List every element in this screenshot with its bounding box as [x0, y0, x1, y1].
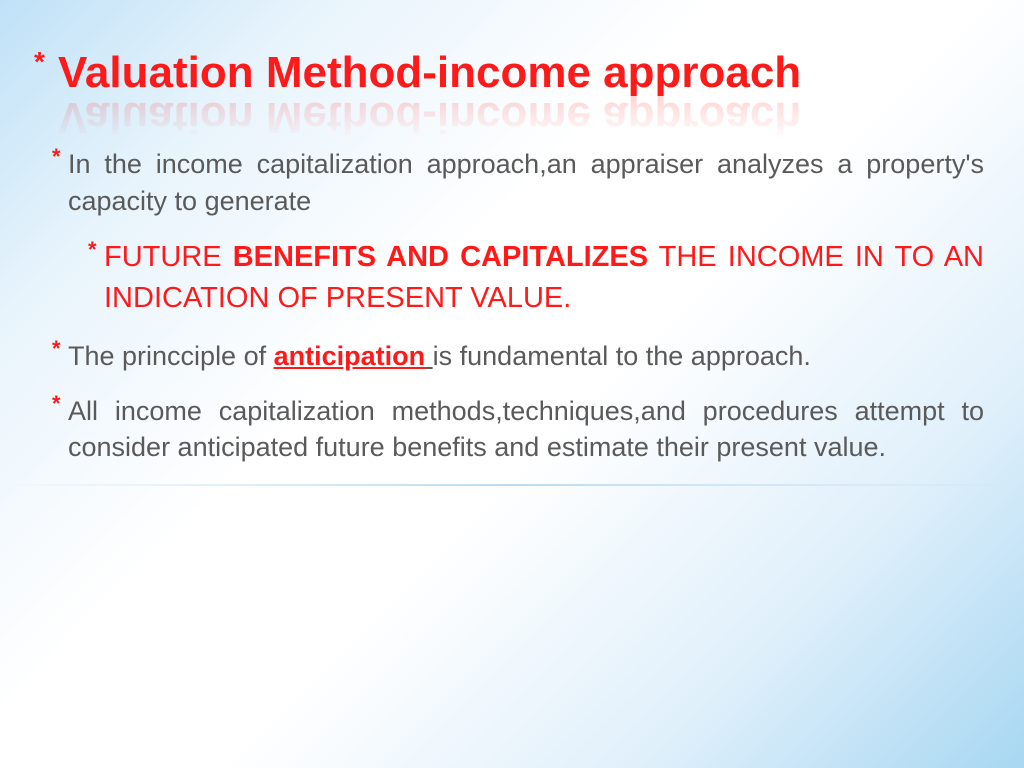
bullet-3: * All income capitalization methods,tech…	[54, 393, 984, 466]
content-area: * In the income capitalization approach,…	[40, 146, 984, 465]
slide-title: Valuation Method-income approach	[40, 50, 984, 96]
bullet-1-text: In the income capitalization approach,an…	[68, 149, 984, 215]
asterisk-icon: *	[88, 235, 97, 266]
slide-title-reflection: Valuation Method-income approach	[40, 94, 801, 140]
sub-bullet-1: * FUTURE BENEFITS AND CAPITALIZES THE IN…	[88, 237, 984, 318]
anticipation-word: anticipation	[274, 341, 426, 371]
asterisk-icon: *	[52, 334, 61, 364]
bullet-2-part2: is fundamental to the approach.	[433, 341, 811, 371]
bullet-2: * The princciple of anticipation is fund…	[54, 338, 984, 374]
bullet-2-part1: The princciple of	[68, 341, 274, 371]
title-container: * Valuation Method-income approach Valua…	[40, 50, 984, 96]
bullet-3-text: All income capitalization methods,techni…	[68, 396, 984, 462]
sub-bullet-bold: BENEFITS AND CAPITALIZES	[233, 241, 648, 273]
asterisk-icon: *	[52, 389, 61, 419]
underline-space	[425, 341, 433, 371]
sub-bullet-future: FUTURE	[104, 241, 233, 273]
asterisk-icon: *	[52, 142, 61, 172]
bullet-1: * In the income capitalization approach,…	[54, 146, 984, 219]
slide: * Valuation Method-income approach Valua…	[0, 0, 1024, 768]
